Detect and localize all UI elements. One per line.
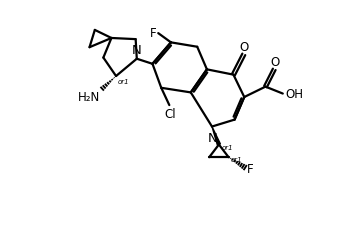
Text: F: F — [150, 27, 157, 40]
Text: N: N — [207, 131, 217, 144]
Text: O: O — [270, 55, 279, 68]
Text: H₂N: H₂N — [78, 91, 100, 103]
Text: N: N — [132, 44, 142, 57]
Text: or1: or1 — [231, 157, 242, 163]
Text: Cl: Cl — [164, 108, 175, 121]
Text: O: O — [240, 40, 249, 53]
Polygon shape — [212, 127, 221, 146]
Text: or1: or1 — [222, 144, 233, 150]
Text: or1: or1 — [118, 79, 130, 85]
Text: OH: OH — [285, 88, 303, 101]
Text: F: F — [247, 162, 254, 175]
